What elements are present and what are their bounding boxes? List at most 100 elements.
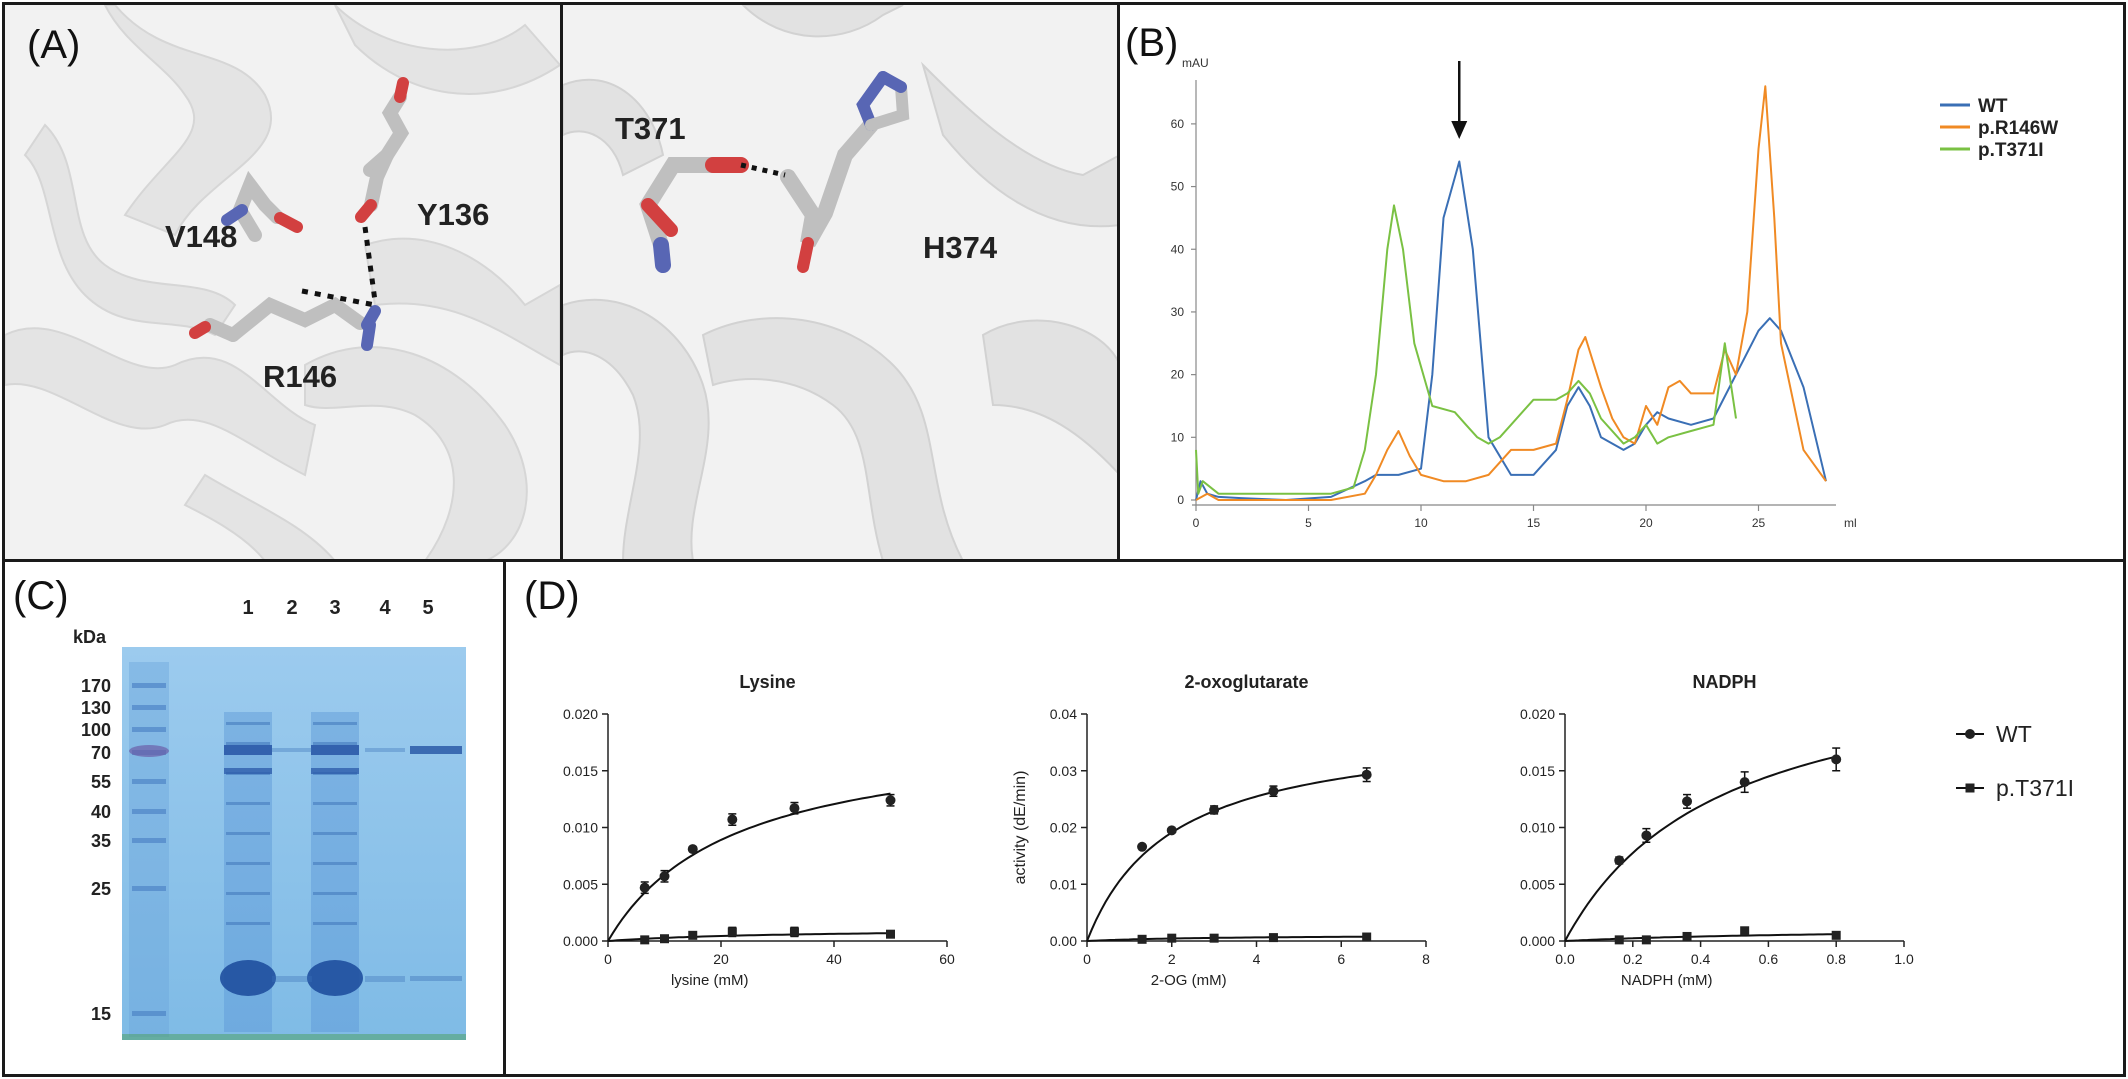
lysate-band [313,802,357,805]
x-tick-label: 40 [826,951,842,967]
lane-number-label: 4 [379,597,391,619]
y-tick-label: 0.015 [563,763,598,779]
panel-b: 0 10 20 30 40 50 60 0 5 10 15 20 25 mAU ml WT p.R146W p.T… [1117,2,2126,562]
low-mw-band [220,960,276,996]
ladder-band [132,683,166,688]
data-point-square [1614,935,1624,945]
panel-c: (C) kDa 170 130 100 70 55 40 35 25 15 1 2 3 4 5 [2,559,506,1077]
y-tick-label: 20 [1171,368,1185,382]
structure-divider [560,5,563,559]
x-tick-label: 25 [1752,516,1766,530]
x-tick-label: 0.8 [1826,951,1846,967]
x-tick-label: 0.2 [1623,951,1643,967]
x-tick-label: 1.0 [1894,951,1914,967]
y-tick-label: 0.00 [1050,933,1077,949]
data-point-square [660,934,669,944]
data-point-square [1268,933,1278,943]
data-point-circle [1361,769,1372,780]
marker-size-label: 35 [91,831,111,851]
data-point-circle [687,844,698,855]
data-point-square [1137,934,1147,944]
legend-label: p.T371I [1978,140,2043,161]
panel-label-d: (D) [524,574,580,618]
x-tick-label: 5 [1305,516,1312,530]
data-point-circle [1614,855,1625,866]
data-point-square [1167,933,1177,943]
y-tick-label: 0.01 [1050,876,1077,892]
ladder-band-70 [129,745,169,757]
y-tick-label: 0.020 [1520,706,1555,722]
data-point-square [1831,930,1841,940]
protein-band [311,768,359,774]
data-point-circle [1209,804,1220,815]
ladder-lane [129,662,169,1037]
series-line-p-r146w [1195,85,1827,501]
x-tick-label: 0.4 [1691,951,1711,967]
y-tick-label: 0.020 [563,706,598,722]
panel-label-b: (B) [1125,21,1179,65]
protein-band [224,768,272,774]
chromatography-chart: 0 10 20 30 40 50 60 0 5 10 15 20 25 mAU ml WTp.R146Wp.T… [1171,56,2059,530]
data-point-square [727,927,737,937]
ladder-band [132,779,166,784]
legend-label: p.R146W [1978,118,2058,139]
x-axis-title: lysine (mM) [671,972,749,989]
data-point-square [789,927,799,937]
ladder-band [132,727,166,732]
faint-band [272,976,312,982]
ladder-band [132,705,166,710]
series-line-p-t371i [1195,204,1737,495]
data-point-circle [659,871,670,882]
marker-size-label: 170 [81,676,111,696]
marker-size-label: 70 [91,743,111,763]
target-protein-band [224,745,272,755]
x-tick-label: 0 [1083,951,1091,967]
data-point-circle [885,795,896,806]
y-axis-title: mAU [1182,56,1209,70]
lysate-band [226,722,270,725]
y-tick-label: 0.02 [1050,820,1077,836]
data-point-square [1362,932,1372,942]
y-tick-label: 0.000 [1520,933,1555,949]
ladder-band [132,838,166,843]
down-arrow-head [1451,121,1468,139]
series-line-wt [1195,160,1827,501]
data-point-square [1209,933,1219,943]
x-tick-label: 0 [1193,516,1200,530]
x-axis-title: 2-OG (mM) [1151,972,1227,989]
panel-label-c: (C) [13,574,69,618]
fit-curve-square [1564,933,1837,942]
ladder-band [132,886,166,891]
y-tick-label: 0.010 [563,820,598,836]
data-point-circle [789,803,800,814]
panel-label-a: (A) [27,23,81,67]
fit-curve-square [607,932,891,942]
ladder-band [132,809,166,814]
lane-number-label: 3 [329,597,340,619]
chart-title: 2-oxoglutarate [1184,672,1308,692]
data-point-circle [1137,841,1148,852]
data-point-circle [1831,754,1842,765]
panel-a: V148 Y136 R146 T371 H374 (A) [2,2,1120,562]
data-point-circle [727,814,738,825]
circle-marker-icon [1965,729,1975,739]
lysate-band [226,922,270,925]
square-marker-icon [1965,783,1975,793]
x-tick-label: 0.0 [1555,951,1575,967]
gel-background [122,647,466,1040]
structure-image-left: V148 Y136 R146 [5,5,560,559]
marker-size-label: 55 [91,772,111,792]
lysate-band [226,862,270,865]
residue-label-t371: T371 [615,111,686,146]
lysate-band [226,892,270,895]
y-axis-title: activity (dE/min) [1012,771,1029,885]
y-tick-label: 0.005 [1520,876,1555,892]
legend-label-wt: WT [1996,721,2032,747]
panel-d: (D) Lysine 0.000 0.005 0.010 0.015 0.020 0 20 40… [503,559,2126,1077]
marker-size-label: 130 [81,698,111,718]
marker-size-label: 100 [81,720,111,740]
data-point-circle [1682,796,1693,807]
lysate-band [313,742,357,745]
